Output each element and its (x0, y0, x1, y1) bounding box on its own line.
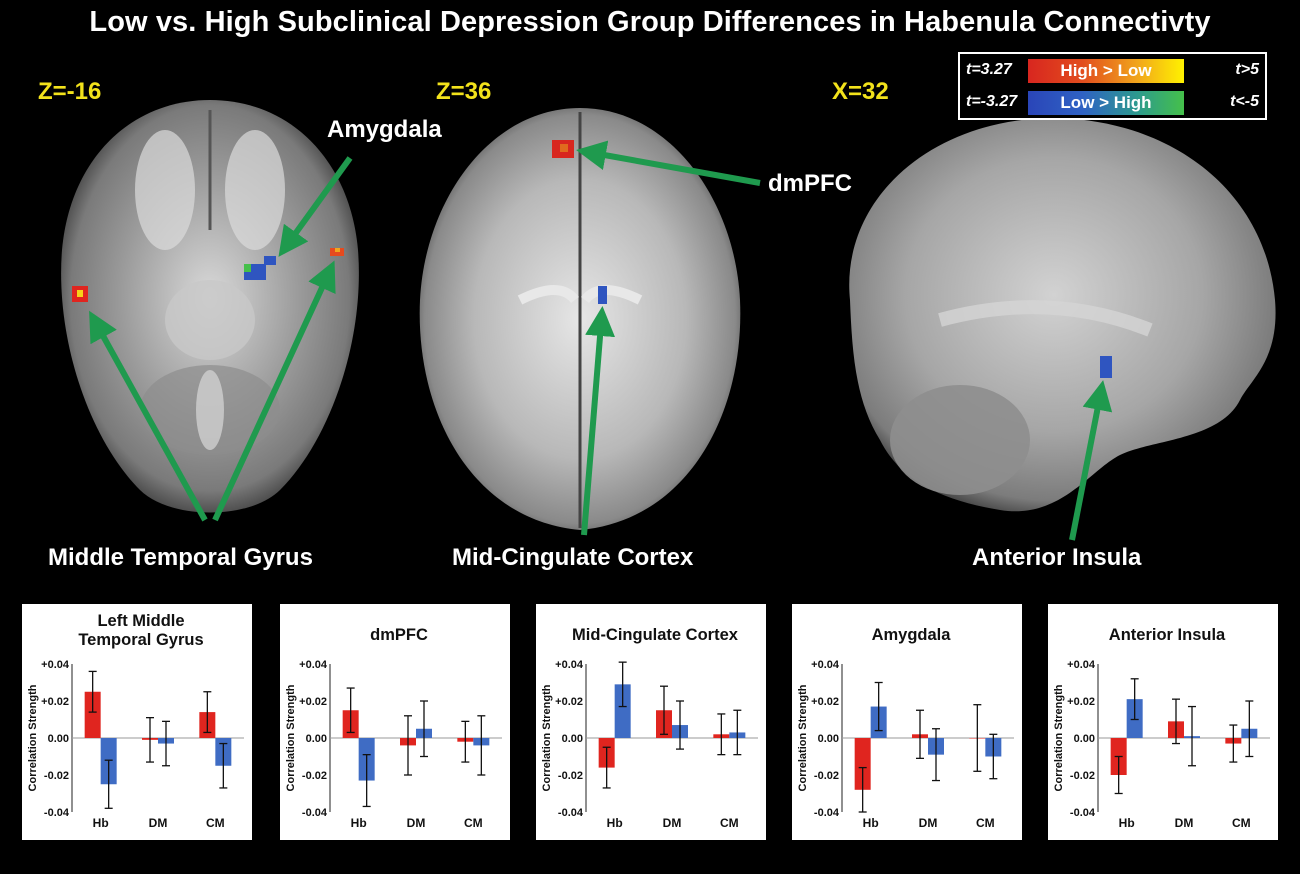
bar-chart: dmPFC Correlation Strength +0.04 +0.02 0.00 -… (285, 626, 502, 830)
legend-cool-max: t<-5 (1230, 93, 1259, 110)
chart-title-line: Anterior Insula (1109, 626, 1226, 644)
y-tick-label: +0.02 (555, 696, 583, 708)
y-tick-label: 0.00 (818, 733, 839, 745)
sagittal-slice-x32 (849, 118, 1276, 512)
x-tick-label: Hb (863, 816, 879, 830)
y-tick-label: -0.04 (44, 807, 70, 819)
chart-title-line: dmPFC (370, 626, 428, 644)
label-dmpfc: dmPFC (768, 170, 852, 197)
y-tick-label: +0.04 (811, 659, 840, 671)
y-tick-label: -0.02 (44, 770, 69, 782)
y-tick-label: -0.04 (1070, 807, 1096, 819)
y-tick-label: -0.04 (814, 807, 840, 819)
y-tick-label: +0.04 (41, 659, 70, 671)
y-axis-label: Correlation Strength (541, 684, 553, 791)
brain-slices (61, 100, 1276, 541)
arrow-mtg-left (89, 310, 208, 522)
slice-label-x32: X=32 (832, 78, 889, 105)
y-tick-label: +0.02 (41, 696, 69, 708)
x-tick-label: DM (663, 816, 682, 830)
y-tick-label: +0.02 (299, 696, 327, 708)
chart-panel-5: Anterior Insula Correlation Strength +0.04… (1048, 604, 1278, 840)
y-tick-label: -0.04 (558, 807, 584, 819)
chart-panel-1: Left Middle Temporal Gyrus Correlation Str… (22, 604, 252, 840)
bar-chart: Mid-Cingulate Cortex Correlation Strength… (541, 626, 758, 830)
cluster-insula (1100, 356, 1112, 378)
slice-label-z36: Z=36 (436, 78, 492, 105)
bar-chart: Anterior Insula Correlation Strength +0.04… (1053, 626, 1270, 830)
legend-cool-colorbar: Low > High (1028, 91, 1184, 115)
y-tick-label: -0.02 (814, 770, 839, 782)
legend-row-high-gt-low: t=3.27 High > Low t>5 (960, 58, 1265, 84)
arrows (89, 140, 1113, 541)
bar (854, 738, 871, 790)
y-tick-label: 0.00 (48, 733, 69, 745)
chart-title-line: Left Middle (97, 612, 184, 630)
chart-title-line: Temporal Gyrus (78, 631, 203, 649)
chart-panel-4: Amygdala Correlation Strength +0.04 +0.02 0.… (792, 604, 1022, 840)
y-tick-label: -0.04 (302, 807, 328, 819)
x-tick-label: DM (149, 816, 168, 830)
x-tick-label: Hb (351, 816, 367, 830)
legend-row-low-gt-high: t=-3.27 Low > High t<-5 (960, 90, 1265, 116)
chart-panel-2: dmPFC Correlation Strength +0.04 +0.02 0.00 -… (280, 604, 510, 840)
legend-warm-colorbar: High > Low (1028, 59, 1184, 83)
activation-clusters (72, 140, 1112, 378)
x-tick-label: CM (720, 816, 739, 830)
y-tick-label: +0.02 (811, 696, 839, 708)
t-value-legend: t=3.27 High > Low t>5 t=-3.27 Low > High… (958, 52, 1267, 120)
y-axis-label: Correlation Strength (1053, 684, 1065, 791)
y-tick-label: 0.00 (562, 733, 583, 745)
arrow-mcc (581, 306, 616, 536)
y-tick-label: -0.02 (558, 770, 583, 782)
x-tick-label: Hb (1119, 816, 1135, 830)
cluster-mcc (598, 286, 607, 304)
legend-cool-min: t=-3.27 (966, 93, 1018, 110)
arrow-dmpfc (576, 140, 761, 186)
chart-title-line: Mid-Cingulate Cortex (572, 626, 739, 644)
arrow-amygdala (278, 156, 353, 257)
bar (614, 684, 631, 738)
axial-slice-z-16 (61, 100, 359, 513)
label-middle-temporal-gyrus: Middle Temporal Gyrus (48, 544, 313, 571)
arrow-mtg-right (212, 260, 336, 522)
y-tick-label: -0.02 (302, 770, 327, 782)
y-axis-label: Correlation Strength (797, 684, 809, 791)
bar (84, 691, 101, 738)
x-tick-label: Hb (607, 816, 623, 830)
x-tick-label: CM (206, 816, 225, 830)
y-tick-label: -0.02 (1070, 770, 1095, 782)
x-tick-label: CM (1232, 816, 1251, 830)
chart-title-line: Amygdala (872, 626, 952, 644)
y-axis-label: Correlation Strength (285, 684, 297, 791)
label-anterior-insula: Anterior Insula (972, 544, 1142, 571)
x-tick-label: DM (919, 816, 938, 830)
chart-panel-3: Mid-Cingulate Cortex Correlation Strength… (536, 604, 766, 840)
x-tick-label: DM (407, 816, 426, 830)
bar-chart: Amygdala Correlation Strength +0.04 +0.02 0.… (797, 626, 1014, 830)
legend-warm-min: t=3.27 (966, 61, 1012, 78)
figure-title: Low vs. High Subclinical Depression Grou… (89, 6, 1211, 38)
y-tick-label: +0.02 (1067, 696, 1095, 708)
label-mid-cingulate-cortex: Mid-Cingulate Cortex (452, 544, 694, 571)
y-tick-label: +0.04 (1067, 659, 1096, 671)
legend-warm-max: t>5 (1235, 61, 1259, 78)
y-tick-label: 0.00 (1074, 733, 1095, 745)
x-tick-label: CM (464, 816, 483, 830)
y-tick-label: +0.04 (555, 659, 584, 671)
y-axis-label: Correlation Strength (27, 684, 39, 791)
y-tick-label: +0.04 (299, 659, 328, 671)
x-tick-label: DM (1175, 816, 1194, 830)
arrow-insula (1069, 380, 1113, 541)
x-tick-label: Hb (93, 816, 109, 830)
x-tick-label: CM (976, 816, 995, 830)
slice-label-z-16: Z=-16 (38, 78, 102, 105)
label-amygdala: Amygdala (327, 116, 442, 143)
y-tick-label: 0.00 (306, 733, 327, 745)
